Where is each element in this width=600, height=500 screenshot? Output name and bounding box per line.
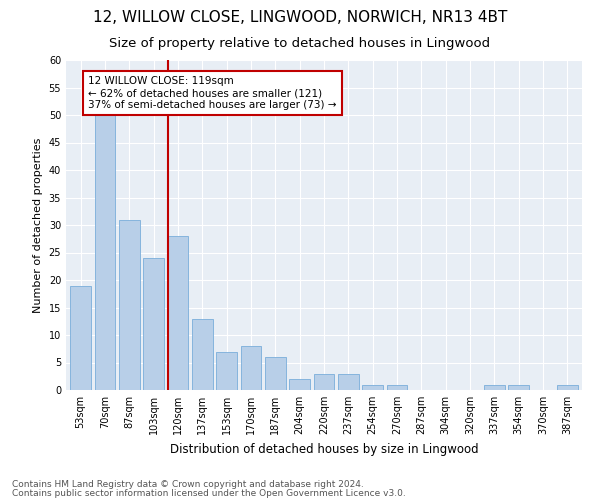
Bar xyxy=(338,374,359,390)
Bar xyxy=(167,236,188,390)
Bar xyxy=(289,379,310,390)
Bar xyxy=(216,352,237,390)
Bar xyxy=(484,384,505,390)
Bar xyxy=(143,258,164,390)
Bar xyxy=(557,384,578,390)
Bar xyxy=(192,318,212,390)
Bar xyxy=(362,384,383,390)
Text: 12, WILLOW CLOSE, LINGWOOD, NORWICH, NR13 4BT: 12, WILLOW CLOSE, LINGWOOD, NORWICH, NR1… xyxy=(93,10,507,25)
Y-axis label: Number of detached properties: Number of detached properties xyxy=(33,138,43,312)
Text: 12 WILLOW CLOSE: 119sqm
← 62% of detached houses are smaller (121)
37% of semi-d: 12 WILLOW CLOSE: 119sqm ← 62% of detache… xyxy=(88,76,337,110)
Bar xyxy=(314,374,334,390)
Text: Contains public sector information licensed under the Open Government Licence v3: Contains public sector information licen… xyxy=(12,488,406,498)
Bar xyxy=(265,357,286,390)
Bar xyxy=(241,346,262,390)
Bar xyxy=(70,286,91,390)
Bar xyxy=(386,384,407,390)
Text: Size of property relative to detached houses in Lingwood: Size of property relative to detached ho… xyxy=(109,38,491,51)
Bar xyxy=(95,115,115,390)
X-axis label: Distribution of detached houses by size in Lingwood: Distribution of detached houses by size … xyxy=(170,442,478,456)
Bar xyxy=(508,384,529,390)
Text: Contains HM Land Registry data © Crown copyright and database right 2024.: Contains HM Land Registry data © Crown c… xyxy=(12,480,364,489)
Bar xyxy=(119,220,140,390)
